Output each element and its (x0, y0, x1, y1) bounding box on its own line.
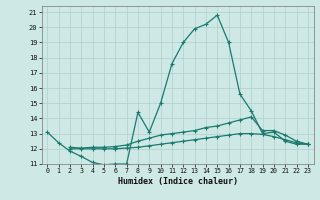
X-axis label: Humidex (Indice chaleur): Humidex (Indice chaleur) (118, 177, 237, 186)
